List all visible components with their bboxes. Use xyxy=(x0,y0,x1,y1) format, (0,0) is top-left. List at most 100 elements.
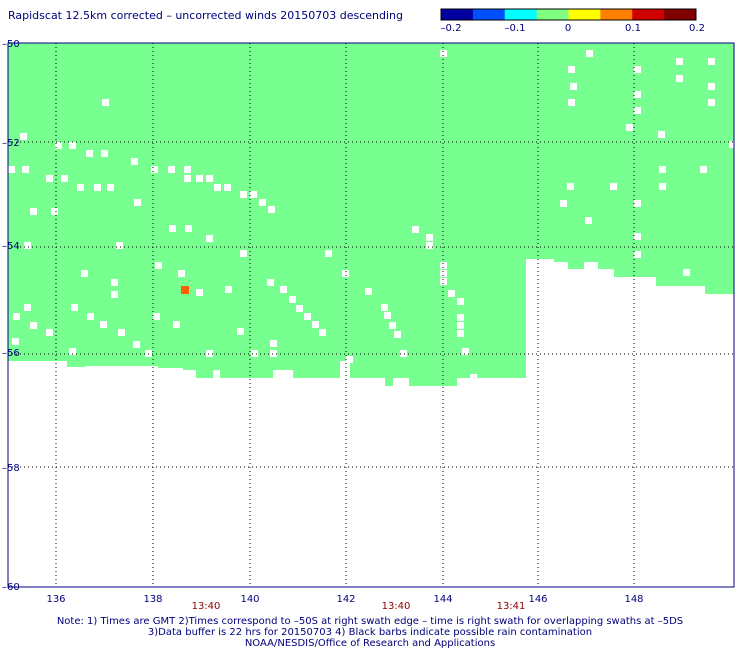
colorbar-cell xyxy=(472,9,506,20)
missing-cell xyxy=(365,288,372,295)
missing-cell xyxy=(634,233,641,240)
missing-cell xyxy=(440,270,447,277)
lon-label: 142 xyxy=(336,594,355,605)
missing-cell xyxy=(394,331,401,338)
missing-cell xyxy=(111,279,118,286)
missing-cell xyxy=(304,313,311,320)
missing-cell xyxy=(184,166,191,173)
missing-cell xyxy=(634,91,641,98)
missing-cell xyxy=(116,242,123,249)
note-line-1: Note: 1) Times are GMT 2)Times correspon… xyxy=(56,616,684,627)
missing-cell xyxy=(118,329,125,336)
missing-cell xyxy=(389,322,396,329)
colorbar-cell xyxy=(600,9,633,20)
missing-cell xyxy=(224,184,231,191)
missing-cell xyxy=(280,286,287,293)
missing-cell xyxy=(214,184,221,191)
swath-gap xyxy=(457,378,527,386)
map-plot: –50 –52 –54 –56 –58 –60 136 138 140 142 … xyxy=(2,39,736,610)
missing-cell xyxy=(626,124,633,131)
missing-cell xyxy=(568,99,575,106)
missing-cell xyxy=(134,199,141,206)
missing-cell xyxy=(153,313,160,320)
missing-cell xyxy=(24,304,31,311)
colorbar-label: 0 xyxy=(565,23,571,34)
lon-label: 144 xyxy=(433,594,452,605)
missing-cell xyxy=(610,183,617,190)
missing-cell xyxy=(250,191,257,198)
lon-label: 148 xyxy=(624,594,643,605)
colorbar-cell xyxy=(504,9,538,20)
note-line-3: NOAA/NESDIS/Office of Research and Appli… xyxy=(244,638,496,649)
missing-cell xyxy=(560,200,567,207)
lat-label: –56 xyxy=(2,348,20,359)
missing-cell xyxy=(259,199,266,206)
colorbar-cell xyxy=(568,9,601,20)
missing-cell xyxy=(457,298,464,305)
missing-cell xyxy=(100,321,107,328)
colorbar-label: 0.1 xyxy=(625,23,641,34)
missing-cell xyxy=(102,99,109,106)
colorbar-label: 0.2 xyxy=(689,23,705,34)
lon-label: 140 xyxy=(240,594,259,605)
missing-cell xyxy=(729,141,736,148)
missing-cell xyxy=(30,322,37,329)
missing-cell xyxy=(585,217,592,224)
missing-cell xyxy=(700,166,707,173)
missing-cell xyxy=(86,150,93,157)
missing-cell xyxy=(133,341,140,348)
missing-cell xyxy=(30,208,37,215)
missing-cell xyxy=(151,166,158,173)
missing-cell xyxy=(708,99,715,106)
missing-cell xyxy=(240,250,247,257)
missing-cell xyxy=(457,330,464,337)
missing-cell xyxy=(457,314,464,321)
missing-cell xyxy=(683,269,690,276)
missing-cell xyxy=(634,66,641,73)
missing-cell xyxy=(440,278,447,285)
missing-cell xyxy=(46,175,53,182)
missing-cell xyxy=(20,133,27,140)
missing-cell xyxy=(77,184,84,191)
missing-cell xyxy=(12,338,19,345)
missing-cell xyxy=(659,183,666,190)
missing-cell xyxy=(81,270,88,277)
missing-cell xyxy=(22,166,29,173)
colorbar: –0.2 –0.1 0 0.1 0.2 xyxy=(440,8,705,34)
colorbar-cell xyxy=(664,9,697,20)
missing-cell xyxy=(184,175,191,182)
missing-cell xyxy=(206,350,213,357)
time-label: 13:40 xyxy=(192,601,221,610)
missing-cell xyxy=(185,225,192,232)
missing-cell xyxy=(462,348,469,355)
missing-cell xyxy=(426,234,433,241)
missing-cell xyxy=(676,58,683,65)
note-line-2: 3)Data buffer is 22 hrs for 20150703 4) … xyxy=(147,627,593,638)
missing-cell xyxy=(196,289,203,296)
missing-cell xyxy=(634,251,641,258)
missing-cell xyxy=(381,304,388,311)
missing-cell xyxy=(225,286,232,293)
colorbar-label: –0.2 xyxy=(441,23,462,34)
missing-cell xyxy=(448,290,455,297)
missing-cell xyxy=(708,58,715,65)
lat-label: –60 xyxy=(2,582,20,593)
missing-cell xyxy=(87,313,94,320)
missing-cell xyxy=(94,184,101,191)
missing-cell xyxy=(168,166,175,173)
missing-cell xyxy=(111,291,118,298)
missing-cell xyxy=(312,321,319,328)
missing-cell xyxy=(457,322,464,329)
missing-cell xyxy=(267,279,274,286)
missing-cell xyxy=(71,304,78,311)
missing-cell xyxy=(658,131,665,138)
missing-cell xyxy=(426,242,433,249)
missing-cell xyxy=(346,356,353,363)
missing-cell xyxy=(268,206,275,213)
swath-area xyxy=(8,43,734,386)
missing-cell xyxy=(296,305,303,312)
missing-cell xyxy=(634,200,641,207)
lon-label: 146 xyxy=(528,594,547,605)
missing-cell xyxy=(342,270,349,277)
missing-cell xyxy=(240,191,247,198)
